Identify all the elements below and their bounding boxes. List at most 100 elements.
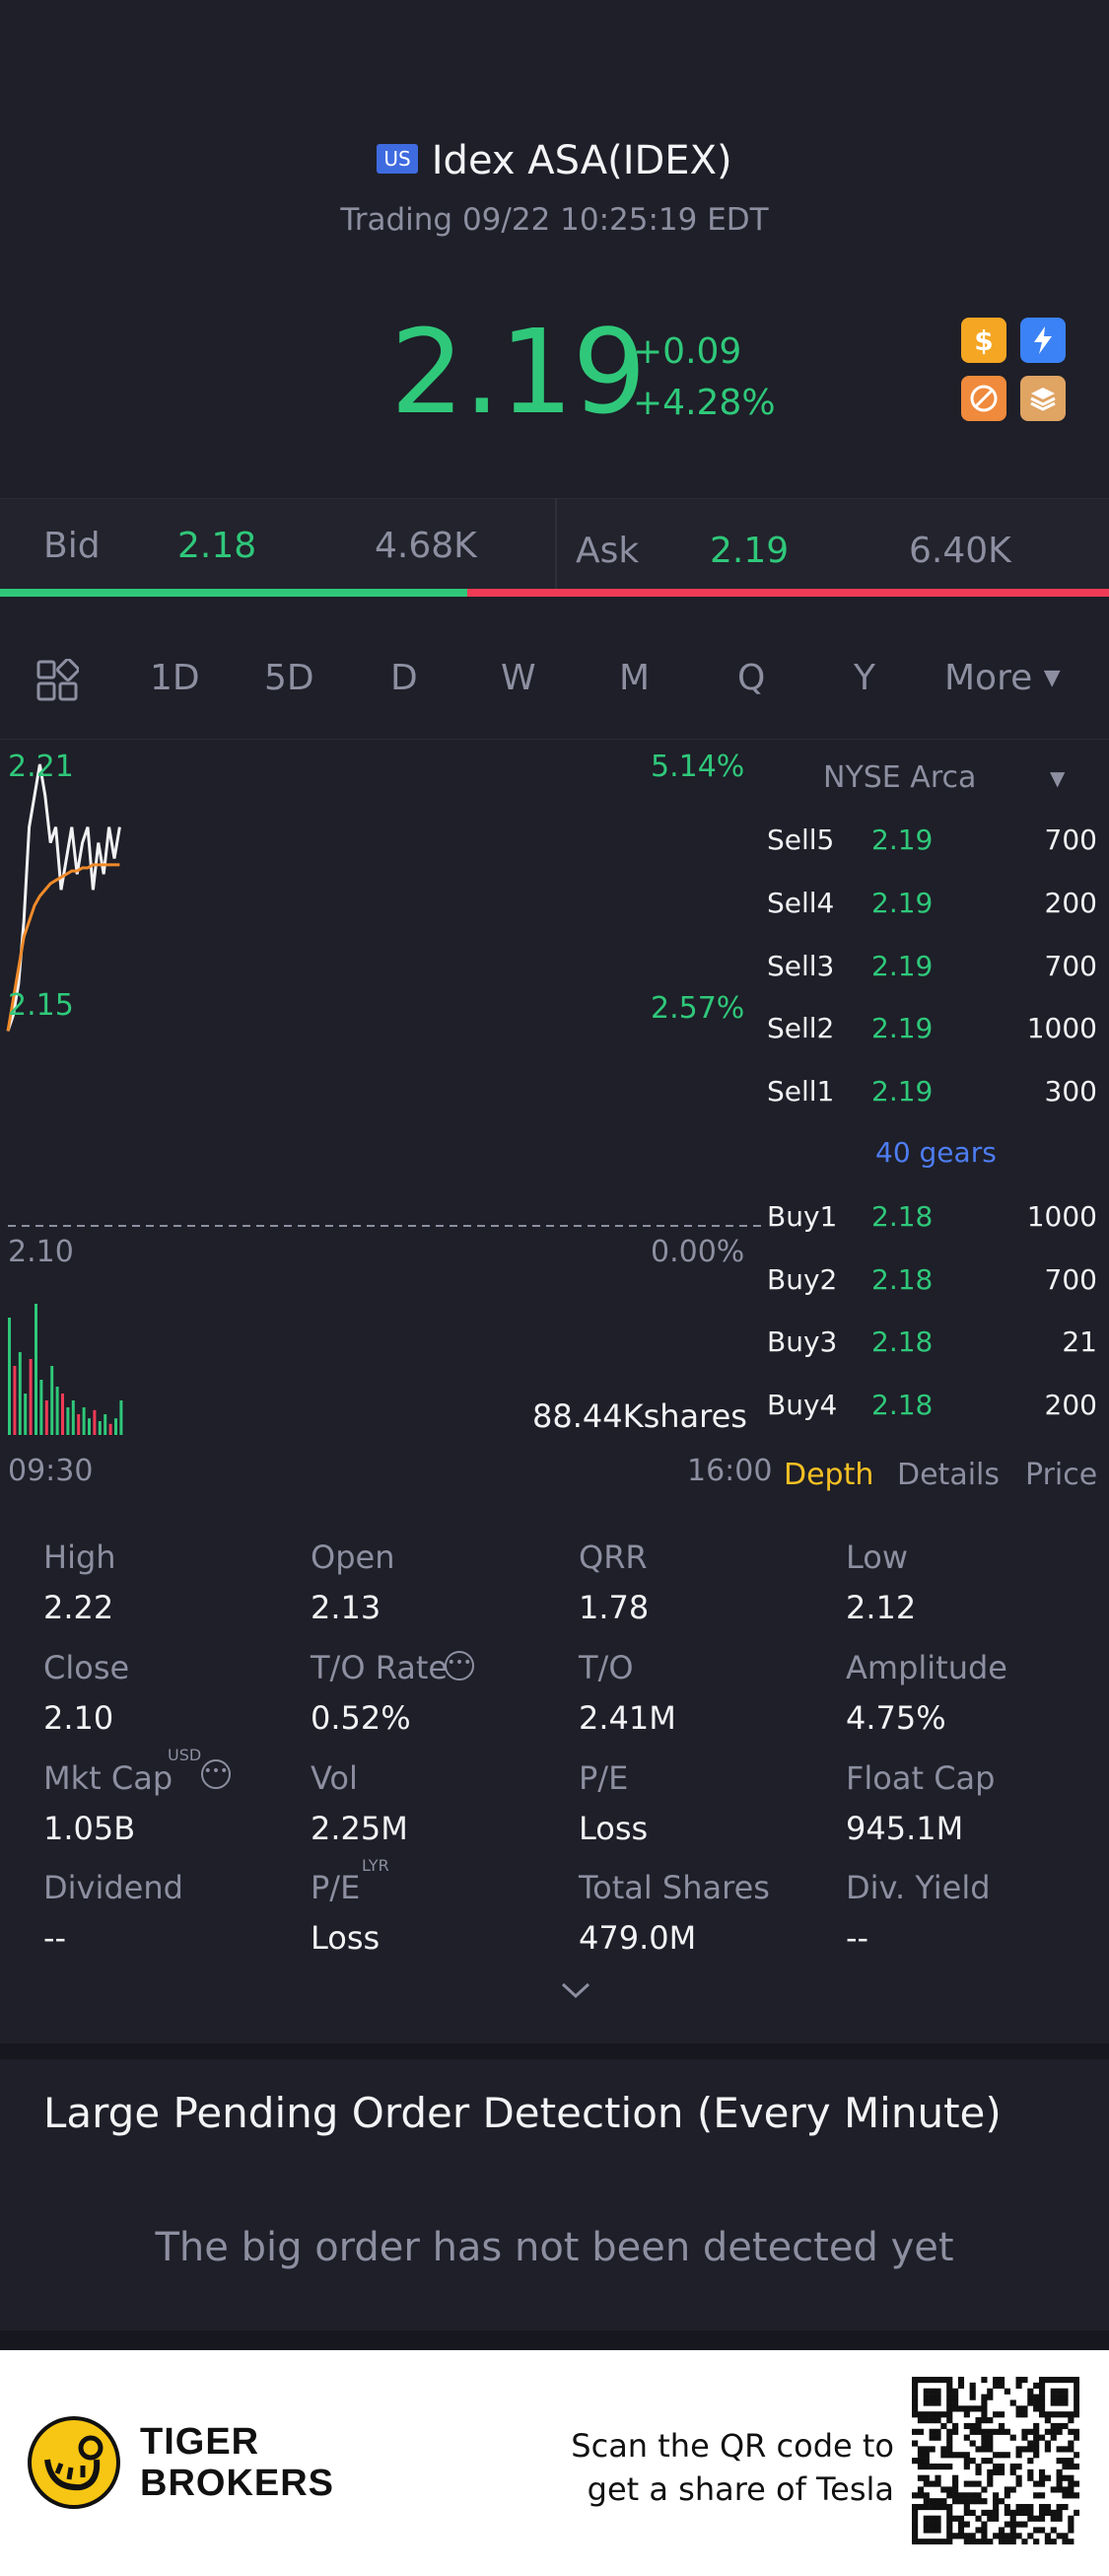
stat-value: -- xyxy=(846,1919,869,1957)
depth-price: 2.18 xyxy=(871,1389,934,1421)
depth-gears-toggle[interactable]: 40 gears xyxy=(875,1136,997,1169)
tiger-logo-icon xyxy=(28,2416,120,2509)
stat-value: 1.05B xyxy=(43,1810,136,1847)
stat-label: Dividend xyxy=(43,1869,183,1906)
depth-price: 2.19 xyxy=(871,950,934,982)
depth-price: 2.19 xyxy=(871,823,934,856)
depth-label: Sell2 xyxy=(767,1012,835,1044)
depth-label: Sell1 xyxy=(767,1075,835,1108)
depth-label: Buy4 xyxy=(767,1389,838,1421)
chevron-down-icon[interactable]: ▼ xyxy=(1050,766,1066,790)
stat-value: 0.52% xyxy=(311,1699,411,1737)
tab-depth[interactable]: Depth xyxy=(784,1458,874,1492)
tab-price[interactable]: Price xyxy=(1025,1458,1098,1492)
stat-value: 945.1M xyxy=(846,1810,964,1847)
stat-value: 2.10 xyxy=(43,1699,114,1737)
volume-bar xyxy=(55,1387,59,1435)
tab-more[interactable]: More ▼ xyxy=(944,658,1061,698)
tab-more-label: More xyxy=(944,658,1033,698)
stat-label: Amplitude xyxy=(846,1649,1007,1686)
volume-bar xyxy=(39,1380,43,1435)
volume-bar xyxy=(8,1318,11,1435)
volume-bar xyxy=(77,1414,81,1435)
volume-bar xyxy=(24,1394,28,1435)
qr-code-icon xyxy=(912,2377,1079,2544)
brand-line-2: BROKERS xyxy=(140,2463,335,2504)
tab-details[interactable]: Details xyxy=(897,1458,1001,1492)
volume-bar xyxy=(71,1400,75,1435)
dollar-icon[interactable]: $ xyxy=(961,318,1006,363)
tab-5d[interactable]: 5D xyxy=(264,658,314,698)
ask-price: 2.19 xyxy=(710,531,790,571)
depth-row-buy1[interactable]: Buy1 2.18 1000 xyxy=(767,1200,1097,1240)
tab-y[interactable]: Y xyxy=(854,658,875,698)
stat-value: 2.12 xyxy=(846,1589,917,1626)
volume-bar xyxy=(29,1359,33,1435)
depth-qty: 300 xyxy=(1044,1075,1097,1108)
depth-label: Buy1 xyxy=(767,1200,838,1233)
market-badge: US xyxy=(377,144,418,174)
depth-qty: 1000 xyxy=(1026,1200,1097,1233)
pending-order-empty: The big order has not been detected yet xyxy=(155,2225,954,2270)
depth-qty: 700 xyxy=(1044,823,1097,856)
lightning-icon[interactable] xyxy=(1020,318,1066,363)
brand-name: TIGER BROKERS xyxy=(140,2421,334,2504)
depth-row-buy4[interactable]: Buy4 2.18 200 xyxy=(767,1389,1097,1428)
stat-label: Open xyxy=(311,1538,395,1576)
depth-row-sell4[interactable]: Sell4 2.19 200 xyxy=(767,887,1097,926)
depth-label: Buy2 xyxy=(767,1263,838,1296)
section-separator xyxy=(0,2330,1109,2350)
promo-cta-line-2: get a share of Tesla xyxy=(587,2470,894,2508)
pct-label-low: 0.00% xyxy=(651,1235,745,1269)
chart-layout-icon[interactable] xyxy=(35,658,80,706)
exchange-name: NYSE Arca xyxy=(823,760,977,795)
volume-bar xyxy=(93,1409,97,1435)
stat-value: 2.25M xyxy=(311,1810,408,1847)
bid-ask-bar[interactable] xyxy=(0,498,1109,592)
tab-m[interactable]: M xyxy=(619,658,651,698)
depth-row-sell5[interactable]: Sell5 2.19 700 xyxy=(767,823,1097,863)
tab-1d[interactable]: 1D xyxy=(150,658,200,698)
volume-bar xyxy=(114,1418,117,1435)
stat-label: Close xyxy=(43,1649,130,1686)
chevron-down-icon[interactable] xyxy=(560,1980,591,2004)
ask-size: 6.40K xyxy=(909,531,1011,571)
no-short-icon[interactable] xyxy=(961,376,1006,421)
tab-q[interactable]: Q xyxy=(737,658,766,698)
bid-ratio-bar xyxy=(0,589,467,597)
tab-w[interactable]: W xyxy=(501,658,536,698)
depth-price: 2.18 xyxy=(871,1200,934,1233)
depth-label: Sell5 xyxy=(767,823,835,856)
pct-label-mid: 2.57% xyxy=(651,991,745,1026)
stat-label: P/E xyxy=(311,1869,361,1906)
price-change-percent: +4.28% xyxy=(633,383,776,423)
pct-label-high: 5.14% xyxy=(651,750,745,784)
info-icon[interactable]: ••• xyxy=(201,1759,231,1789)
exchange-selector[interactable]: NYSE Arca xyxy=(823,760,976,795)
depth-row-buy3[interactable]: Buy3 2.18 21 xyxy=(767,1325,1097,1365)
period-tab-bar xyxy=(0,616,1109,740)
depth-row-sell3[interactable]: Sell3 2.19 700 xyxy=(767,950,1097,989)
layers-icon[interactable] xyxy=(1020,376,1066,421)
stat-label: P/E xyxy=(579,1759,629,1797)
depth-price: 2.18 xyxy=(871,1325,934,1358)
depth-row-sell2[interactable]: Sell2 2.19 1000 xyxy=(767,1012,1097,1051)
stat-label: Vol xyxy=(311,1759,358,1797)
y-label-mid: 2.15 xyxy=(8,988,74,1023)
info-icon[interactable]: ••• xyxy=(445,1651,474,1681)
tab-d[interactable]: D xyxy=(390,658,418,698)
stat-value: 479.0M xyxy=(579,1919,697,1957)
stat-value: 1.78 xyxy=(579,1589,650,1626)
stat-value: Loss xyxy=(311,1919,381,1957)
depth-row-sell1[interactable]: Sell1 2.19 300 xyxy=(767,1075,1097,1114)
depth-row-buy2[interactable]: Buy2 2.18 700 xyxy=(767,1263,1097,1303)
chevron-down-icon: ▼ xyxy=(1043,666,1061,690)
intraday-chart[interactable] xyxy=(0,745,769,1494)
volume-bar xyxy=(82,1407,86,1435)
usd-superscript: USD xyxy=(168,1746,202,1764)
stat-label: Float Cap xyxy=(846,1759,996,1797)
depth-qty: 200 xyxy=(1044,887,1097,919)
depth-label: Sell3 xyxy=(767,950,835,982)
stat-value: 2.13 xyxy=(311,1589,381,1626)
volume-bar xyxy=(98,1421,102,1435)
